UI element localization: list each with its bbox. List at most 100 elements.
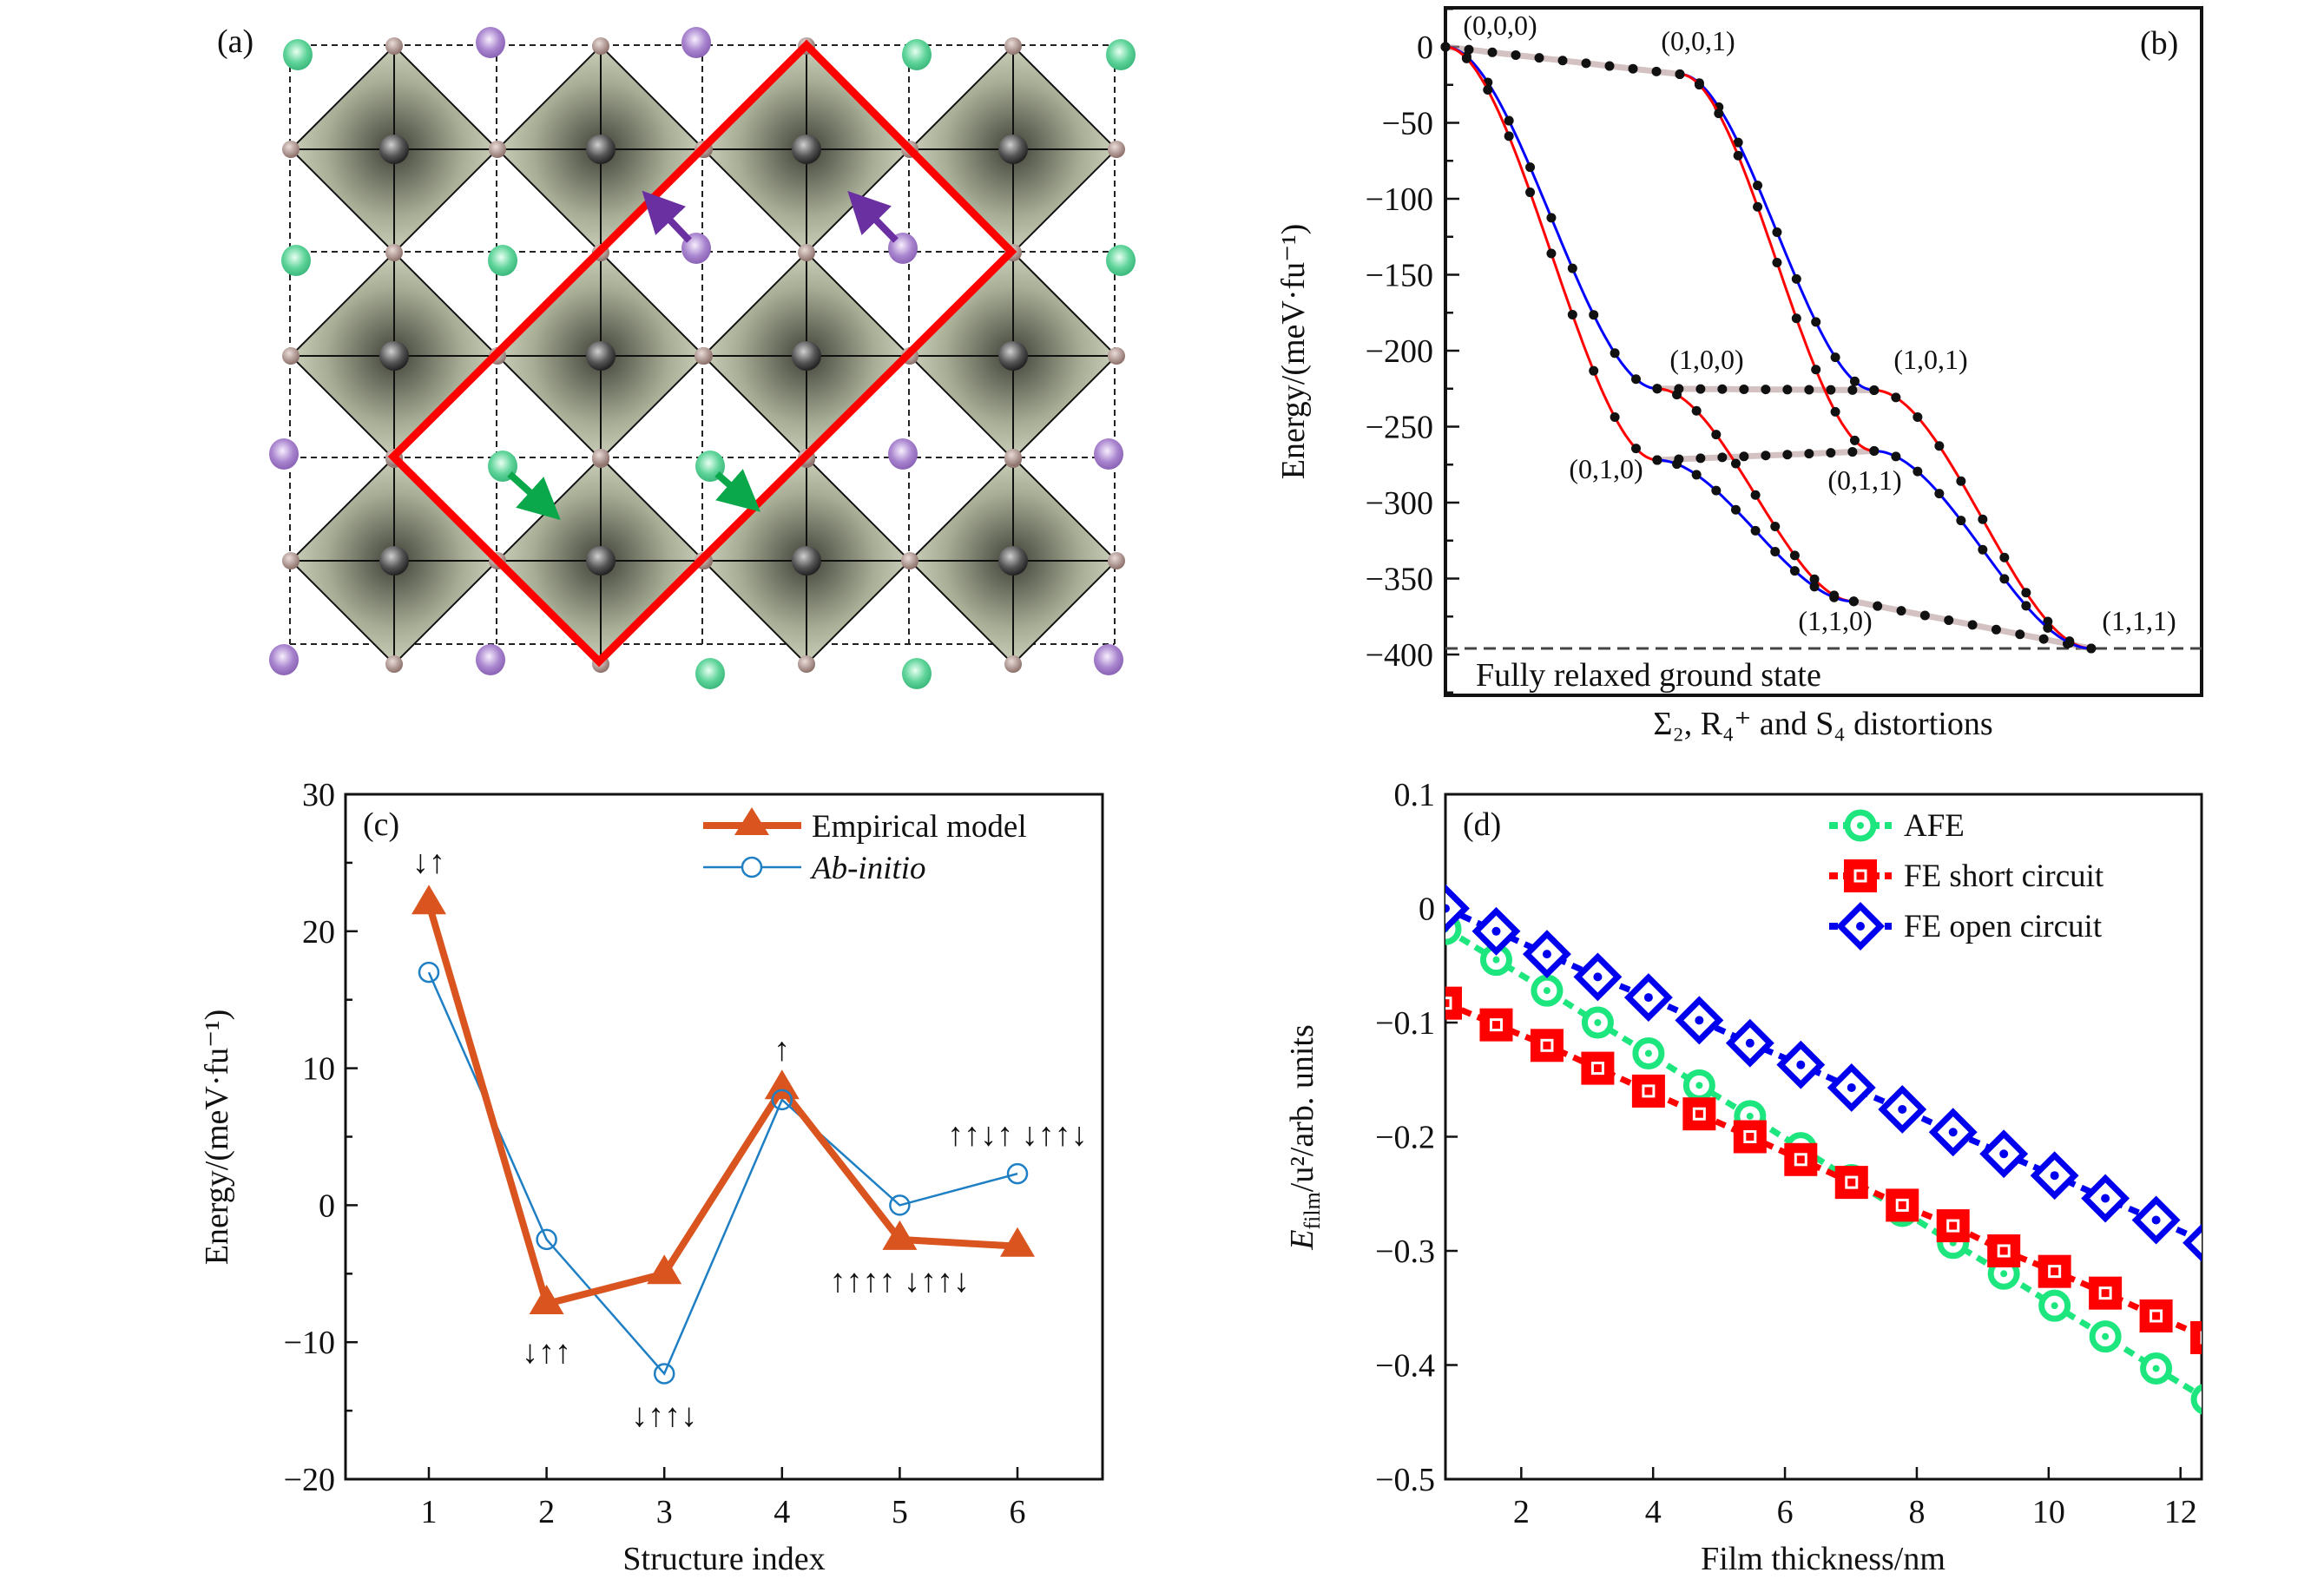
empirical-model-marker	[882, 1220, 918, 1250]
data-point	[1830, 406, 1840, 417]
data-point	[1604, 61, 1615, 71]
data-point	[1628, 63, 1638, 74]
data-point	[2086, 643, 2097, 654]
b-site-atom	[792, 135, 821, 164]
ab-initio-marker	[653, 1363, 675, 1385]
empirical-model-marker	[411, 885, 446, 915]
fe-open-marker-dot	[2050, 1171, 2059, 1181]
data-point	[1761, 385, 1771, 395]
series-line	[1445, 905, 2202, 1244]
y-tick-label: −350	[1366, 562, 1433, 598]
fe-open-marker-dot	[1445, 904, 1450, 913]
oxygen-atom	[282, 141, 300, 158]
ab-initio-marker	[771, 1089, 793, 1111]
fe-short-marker	[1834, 1166, 1868, 1200]
fe-short-marker	[1784, 1142, 1818, 1176]
fe-short-marker-inner	[2200, 1331, 2202, 1345]
panel-b-ylabel: Energy/(meV·fu⁻¹)	[1275, 224, 1312, 480]
y-tick-label: −250	[1366, 410, 1433, 446]
data-point	[1753, 181, 1763, 191]
oxygen-atom	[385, 655, 403, 673]
x-tick-label: 2	[1513, 1494, 1530, 1530]
data-point	[1913, 411, 1923, 422]
x-tick-label: 12	[2164, 1494, 2197, 1530]
fe-open-marker-dot	[1999, 1149, 2009, 1159]
displacement-arrow-icon	[847, 190, 899, 243]
data-point	[1717, 384, 1728, 394]
panel-c-label: (c)	[363, 806, 399, 843]
data-point	[1711, 485, 1722, 496]
x-tick-label: 1	[421, 1494, 438, 1530]
y-tick-label: 0	[319, 1188, 335, 1224]
afe-marker-dot	[1746, 1112, 1754, 1120]
oxygen-atom	[695, 347, 712, 365]
data-point	[1848, 596, 1859, 607]
data-point	[1811, 317, 1821, 327]
data-point	[1651, 66, 1662, 76]
data-point	[1672, 390, 1682, 400]
panel-d-chart: 0.1 0 −0.1 −0.2 −0.3 −0.4 −0.5 2 4 6 8 10 12	[1375, 777, 2211, 1530]
a-site-atom-purple	[476, 27, 505, 58]
oxygen-atom	[592, 449, 609, 466]
y-tick-label: −50	[1382, 106, 1433, 142]
data-point	[2038, 634, 2049, 644]
fe-short-marker	[1844, 859, 1877, 892]
legend-empirical-marker	[734, 807, 769, 835]
data-point	[1999, 574, 2010, 584]
legend-fe-open-label: FE open circuit	[1904, 909, 2103, 944]
data-point	[1711, 430, 1722, 440]
y-tick-label: −100	[1366, 181, 1433, 218]
data-point	[1733, 150, 1743, 161]
data-point	[1967, 620, 1978, 630]
data-point	[1733, 137, 1743, 148]
data-point	[1978, 514, 1988, 524]
data-point	[1782, 450, 1793, 460]
b-site-atom	[792, 341, 821, 371]
y-tick-label: 10	[302, 1051, 335, 1088]
fe-short-marker	[1886, 1188, 1919, 1222]
fe-short-marker	[1479, 1008, 1513, 1042]
x-tick-label: 4	[774, 1494, 790, 1530]
data-point	[1483, 85, 1493, 95]
a-site-atom-purple	[476, 644, 505, 675]
data-point	[1847, 385, 1858, 395]
a-site-atom-purple	[888, 438, 918, 470]
y-tick-label: 30	[302, 777, 335, 813]
node-label: (0,0,0)	[1463, 10, 1537, 41]
afe-marker-dot	[1492, 956, 1500, 964]
node-label: (0,1,0)	[1569, 453, 1643, 484]
fe-short-marker	[1530, 1029, 1564, 1063]
data-point	[1525, 188, 1536, 198]
b-site-atom	[379, 546, 409, 576]
y-tick-label: −300	[1366, 485, 1433, 522]
data-point	[1978, 544, 1988, 555]
afe-marker-dot	[2203, 1396, 2210, 1403]
panel-c-ylabel: Energy/(meV·fu⁻¹)	[199, 1010, 235, 1266]
data-point	[2015, 629, 2025, 640]
a-site-atom-green	[695, 658, 725, 689]
empirical-model-marker	[764, 1069, 800, 1100]
displacement-arrow-icon	[507, 471, 561, 521]
x-tick-label: 5	[892, 1494, 908, 1530]
panel-a-label: (a)	[217, 23, 253, 60]
data-point	[1546, 213, 1557, 223]
empirical-model-line	[425, 903, 1018, 1308]
data-point	[1730, 504, 1741, 515]
b-site-atom	[586, 341, 616, 371]
oxygen-atom	[282, 552, 300, 569]
displacement-arrow-icon	[642, 190, 692, 243]
fe-short-marker	[1445, 986, 1462, 1020]
legend-abinitio-label: Ab-initio	[809, 851, 926, 886]
ab-initio-marker	[418, 961, 440, 984]
fe-short-marker	[2038, 1254, 2071, 1288]
afe-marker-dot	[2051, 1302, 2058, 1310]
a-site-atom-green	[283, 39, 313, 70]
b-site-atom	[998, 341, 1028, 371]
afe-marker-dot	[2000, 1270, 2008, 1278]
panel-b-chart: 0 −50 −100 −150 −200 −250 −300 −350 −400 (0,0,0) (…	[1366, 6, 2203, 697]
fe-open-marker	[2182, 1223, 2202, 1262]
node-label: (1,0,1)	[1893, 344, 1967, 375]
data-point	[1504, 115, 1514, 126]
oxygen-atom	[385, 244, 403, 261]
fe-open-marker-dot	[2202, 1239, 2211, 1247]
